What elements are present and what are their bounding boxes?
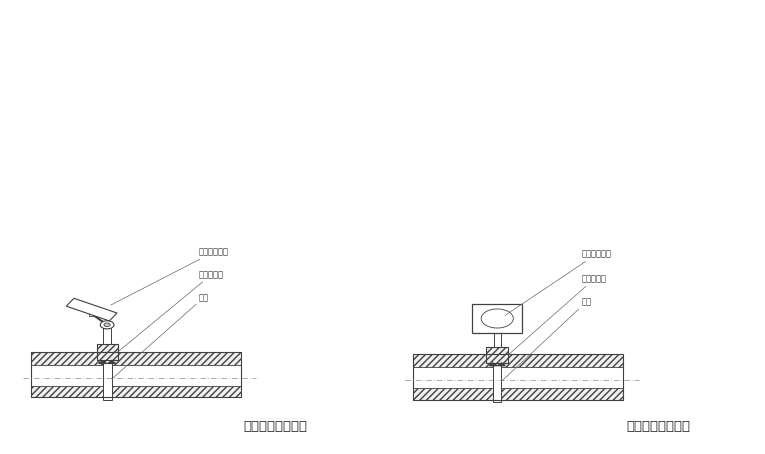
Bar	[103, 328, 111, 344]
Text: 双金属温度计: 双金属温度计	[505, 250, 611, 316]
Bar	[89, 313, 98, 316]
Bar	[31, 386, 241, 397]
Bar	[31, 352, 241, 365]
Bar	[487, 347, 508, 363]
Circle shape	[100, 321, 114, 329]
Bar	[494, 333, 500, 347]
Bar	[413, 354, 623, 367]
Text: 直形连接头: 直形连接头	[508, 275, 607, 355]
Bar	[96, 344, 118, 360]
Bar	[413, 388, 623, 400]
Text: 垂直管道安装方法: 垂直管道安装方法	[626, 420, 690, 433]
Bar	[413, 354, 623, 400]
Polygon shape	[67, 298, 117, 321]
Text: 垂直管道安装方法: 垂直管道安装方法	[243, 420, 308, 433]
Text: 双金属温度计: 双金属温度计	[111, 247, 229, 305]
Bar	[31, 352, 241, 397]
Polygon shape	[497, 363, 505, 366]
Bar	[96, 344, 118, 360]
Bar	[103, 363, 112, 400]
Polygon shape	[490, 363, 497, 366]
Bar	[472, 304, 522, 333]
Polygon shape	[99, 360, 106, 363]
Bar	[493, 365, 502, 402]
Bar	[487, 347, 508, 363]
Text: 直形连接头: 直形连接头	[118, 270, 224, 352]
Text: 管道: 管道	[112, 293, 209, 379]
Circle shape	[481, 309, 513, 328]
Polygon shape	[108, 360, 116, 363]
Circle shape	[104, 323, 110, 327]
Text: 管道: 管道	[502, 297, 591, 381]
